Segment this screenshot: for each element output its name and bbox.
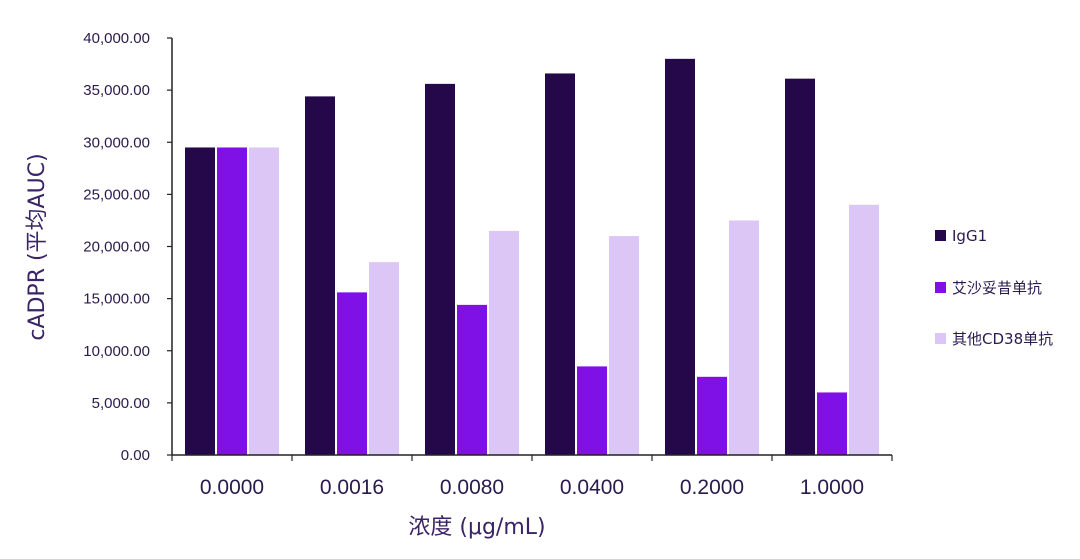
y-tick-label: 10,000.00 [83, 343, 150, 360]
bar-1-0.2000 [665, 58, 695, 455]
bar-2-0.0016 [337, 292, 367, 455]
y-tick-label: 5,000.00 [92, 395, 150, 412]
legend-swatch [935, 333, 946, 344]
bar-3-1.0000 [849, 204, 879, 455]
legend-label: 艾沙妥昔单抗 [952, 279, 1042, 297]
y-tick-label: 25,000.00 [83, 186, 150, 203]
bar-2-0.0400 [577, 366, 607, 455]
bar-2-0.2000 [697, 376, 727, 455]
bar-3-0.0000 [249, 147, 279, 455]
legend-label: 其他CD38单抗 [952, 330, 1053, 348]
bar-3-0.2000 [729, 220, 759, 455]
y-tick-label: 20,000.00 [83, 239, 150, 256]
y-tick-label: 15,000.00 [83, 291, 150, 308]
bar-3-0.0016 [369, 262, 399, 455]
y-tick-label: 0.00 [121, 447, 150, 464]
y-tick-label: 30,000.00 [83, 134, 150, 151]
y-tick-label: 35,000.00 [83, 82, 150, 99]
bar-3-0.0400 [609, 236, 639, 455]
legend-swatch [935, 230, 946, 241]
y-axis-title: cADPR (平均AUC) [25, 153, 50, 340]
x-axis-title: 浓度 (μg/mL) [408, 515, 545, 540]
x-axis-ticks: 0.0000 0.0016 0.0080 0.0400 0.2000 1.0000 [171, 455, 893, 499]
y-axis-ticks: 0.00 5,000.00 10,000.00 15,000.00 20,000.00 2… [83, 30, 172, 464]
y-tick-label: 40,000.00 [83, 30, 150, 47]
legend-swatch [935, 282, 946, 293]
x-tick-label: 0.0016 [320, 476, 384, 499]
bar-1-0.0000 [185, 147, 215, 455]
x-tick-label: 0.2000 [680, 476, 744, 499]
bars [185, 58, 879, 456]
legend-label: IgG1 [952, 227, 987, 245]
x-tick-label: 0.0000 [200, 476, 264, 499]
x-tick-label: 0.0400 [560, 476, 624, 499]
x-tick-label: 0.0080 [440, 476, 504, 499]
bar-1-0.0080 [425, 83, 455, 456]
bar-1-0.0400 [545, 73, 575, 455]
bar-2-1.0000 [817, 392, 847, 455]
bar-2-0.0000 [217, 147, 247, 455]
bar-3-0.0080 [489, 230, 519, 455]
x-tick-label: 1.0000 [800, 476, 864, 499]
bar-1-1.0000 [785, 78, 815, 455]
bar-1-0.0016 [305, 96, 335, 455]
bar-2-0.0080 [457, 304, 487, 455]
